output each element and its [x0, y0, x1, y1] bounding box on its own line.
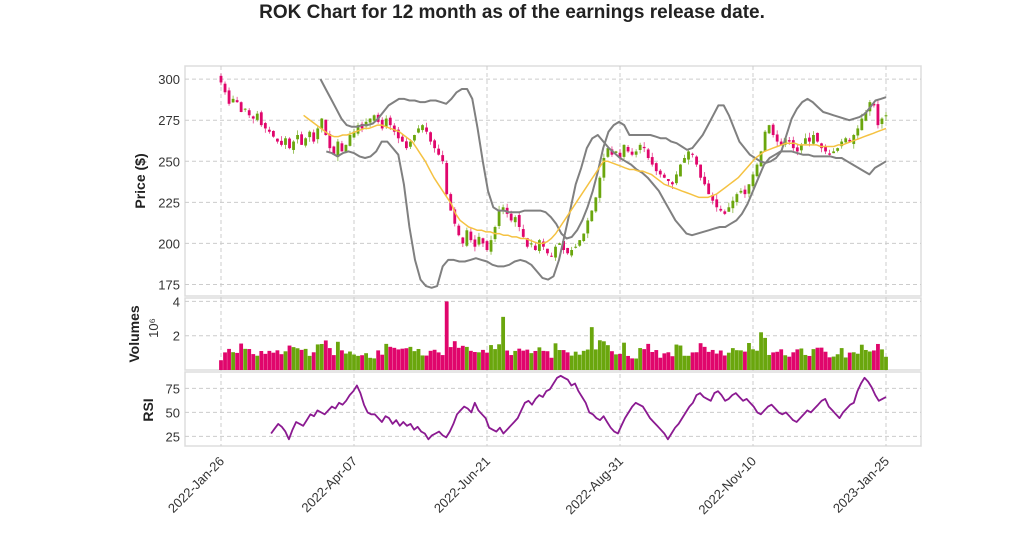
svg-text:225: 225 — [158, 195, 180, 210]
chart-title: ROK Chart for 12 month as of the earning… — [259, 2, 765, 23]
x-tick-label: 2022-Aug-31 — [562, 454, 626, 518]
x-tick-label: 2022-Nov-10 — [695, 454, 759, 518]
svg-text:300: 300 — [158, 72, 180, 87]
svg-text:4: 4 — [173, 294, 180, 309]
rsi-panel — [270, 374, 887, 441]
svg-text:175: 175 — [158, 278, 180, 293]
svg-text:75: 75 — [166, 381, 180, 396]
svg-text:275: 275 — [158, 113, 180, 128]
svg-text:50: 50 — [166, 405, 180, 420]
svg-text:250: 250 — [158, 154, 180, 169]
svg-text:25: 25 — [166, 429, 180, 444]
x-tick-label: 2022-Apr-07 — [298, 454, 360, 516]
volume-panel — [219, 301, 888, 370]
x-tick-label: 2023-Jan-25 — [830, 454, 892, 516]
svg-text:Volumes: Volumes — [126, 305, 142, 363]
grid-lines — [185, 66, 921, 446]
x-tick-label: 2022-Jan-26 — [165, 454, 227, 516]
svg-text:2: 2 — [173, 329, 180, 344]
svg-text:Price ($): Price ($) — [132, 153, 148, 208]
svg-text:RSI: RSI — [140, 398, 156, 421]
price-panel — [219, 73, 888, 289]
x-tick-label: 2022-Jun-21 — [431, 454, 493, 516]
svg-text:10⁶: 10⁶ — [146, 318, 161, 338]
svg-text:200: 200 — [158, 236, 180, 251]
panel-frames — [184, 65, 922, 447]
